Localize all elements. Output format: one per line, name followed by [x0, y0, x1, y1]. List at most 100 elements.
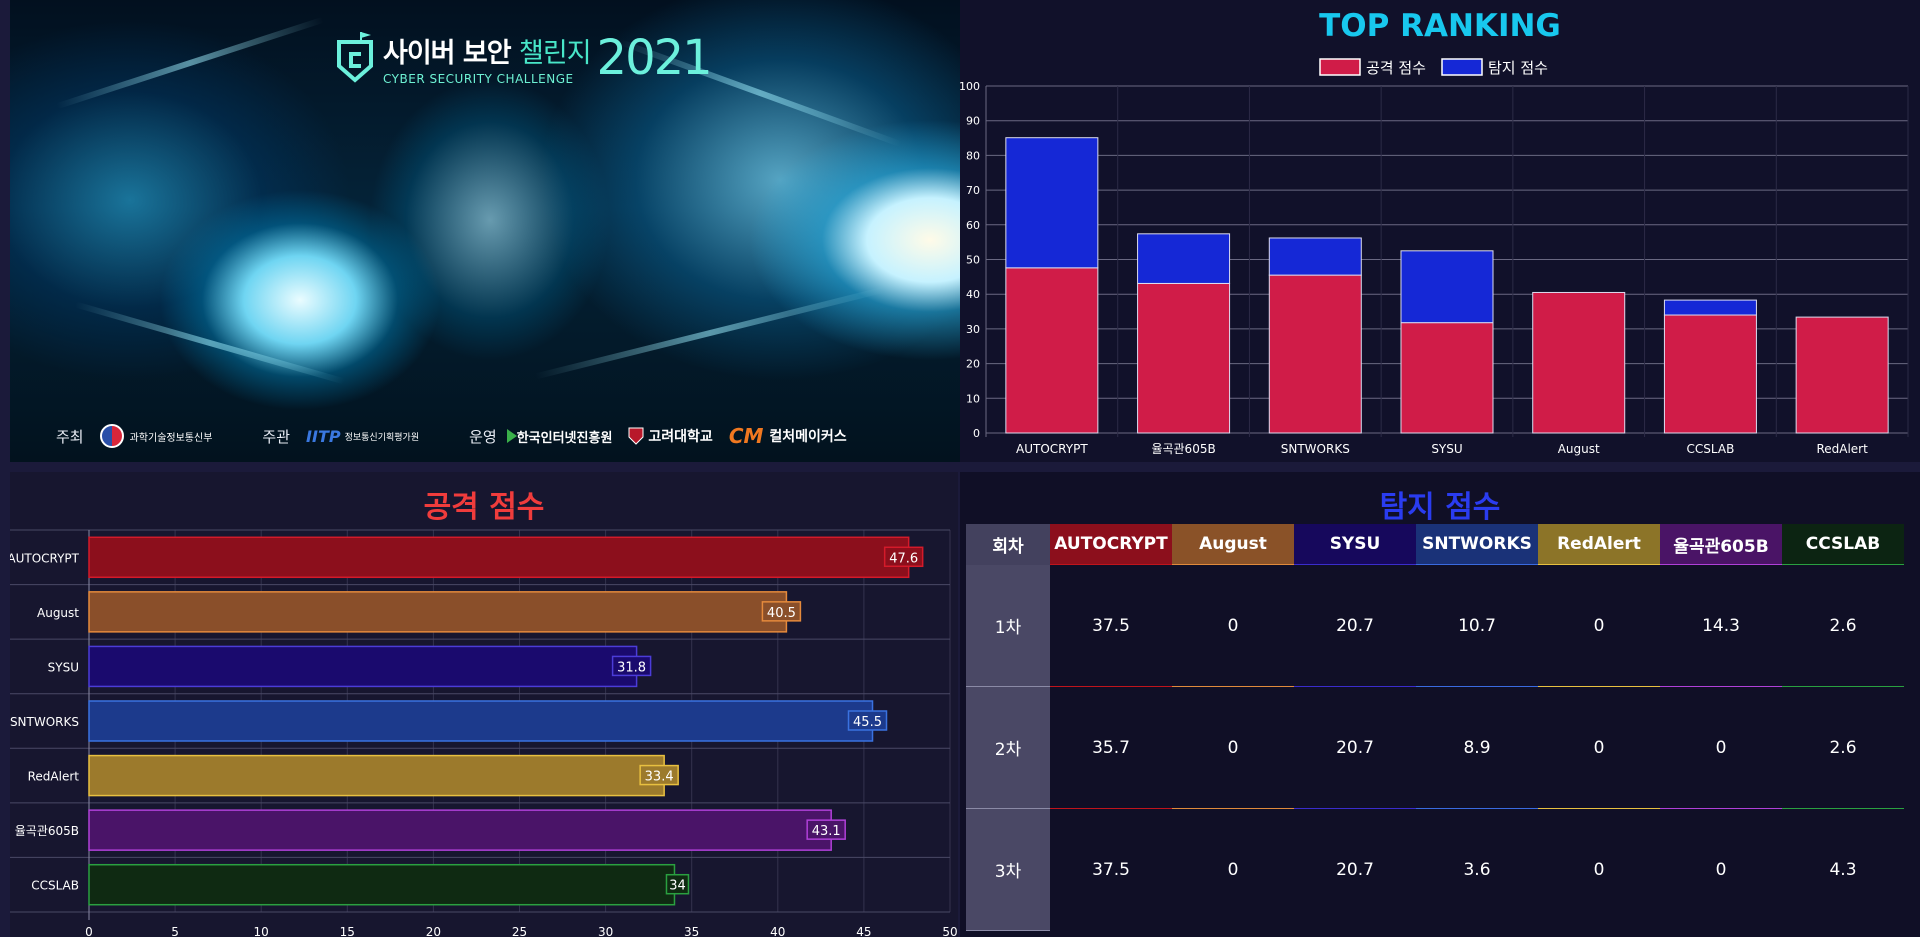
x-tick-label: 50: [942, 925, 957, 937]
score-cell: 20.7: [1294, 808, 1416, 931]
detect-score-bar: [1005, 137, 1099, 269]
column-header-team: SNTWORKS: [1416, 524, 1538, 565]
attack-score-bar: [1795, 316, 1889, 434]
x-tick-label: SNTWORKS: [1281, 442, 1350, 456]
x-tick-label: 0: [85, 925, 93, 937]
round-cell: 3차: [966, 808, 1050, 931]
attack-score-panel: 공격 점수 0 5 10 15 20 25 30 35 40 45 50 47.6 AUTOCRYPT 4…: [10, 472, 958, 937]
score-cell: 0: [1660, 686, 1782, 809]
light-streak: [534, 286, 886, 380]
attack-score-bar: [88, 863, 676, 906]
score-cell: 3.6: [1416, 808, 1538, 931]
y-tick-label: 40: [966, 288, 980, 301]
column-header-team: August: [1172, 524, 1294, 565]
attack-score-bar: [1663, 314, 1757, 434]
y-tick-label: 50: [966, 254, 980, 267]
sponsor-label-operator: 운영: [469, 427, 497, 446]
x-tick-label: 40: [770, 925, 785, 937]
attack-score-bar: [1137, 282, 1231, 434]
x-tick-label: 35: [684, 925, 699, 937]
legend-label: 공격 점수: [1366, 59, 1426, 77]
detect-score-bar: [1400, 250, 1494, 324]
score-cell: 8.9: [1416, 686, 1538, 809]
top-ranking-panel: TOP RANKING 공격 점수 탐지 점수 0 10 20 30 40 50 60 70 80 9…: [960, 0, 1920, 462]
y-tick-label: 100: [960, 80, 980, 93]
score-cell: 2.6: [1782, 686, 1904, 809]
score-cell: 37.5: [1050, 808, 1172, 931]
y-tick-label: 80: [966, 149, 980, 162]
y-tick-label: August: [37, 606, 79, 620]
sponsor-label-organizer: 주관: [262, 427, 291, 446]
x-tick-label: AUTOCRYPT: [1016, 442, 1088, 456]
y-tick-label: RedAlert: [28, 770, 80, 784]
data-label: 34: [669, 879, 686, 894]
light-streak: [74, 301, 346, 385]
attack-score-bar: [88, 700, 874, 742]
x-tick-label: SYSU: [1431, 442, 1462, 456]
sponsor-iitp: IITP 정보통신기획평가원: [306, 427, 419, 446]
attack-score-bar: [88, 809, 832, 851]
data-label: 31.8: [617, 660, 646, 675]
sponsor-label-host: 주최: [56, 427, 84, 446]
sponsor-name: 한국인터넷진흥원: [516, 430, 613, 446]
sponsor-kisa: 한국인터넷진흥원: [505, 427, 613, 446]
sponsor-culture-makers: CM 컬처메이커스: [729, 424, 847, 448]
column-header-round: 회차: [966, 524, 1050, 565]
score-cell: 37.5: [1050, 564, 1172, 687]
y-tick-label: SNTWORKS: [10, 715, 79, 729]
sponsor-korea-univ: 고려대학교: [628, 426, 713, 446]
data-label: 47.6: [889, 551, 918, 566]
column-header-team: AUTOCRYPT: [1050, 524, 1172, 565]
attack-score-bar: [1268, 274, 1362, 434]
event-logo: 사이버 보안 챌린지 CYBER SECURITY CHALLENGE 2021: [335, 30, 713, 86]
event-title: 사이버 보안 챌린지: [383, 31, 592, 70]
y-tick-label: 90: [966, 115, 980, 128]
attack-score-chart: 0 5 10 15 20 25 30 35 40 45 50 47.6 AUTOCRYPT 40.5 Aug…: [10, 529, 958, 937]
event-subtitle: CYBER SECURITY CHALLENGE: [383, 71, 574, 86]
top-ranking-title: TOP RANKING: [1319, 8, 1561, 44]
score-cell: 20.7: [1294, 686, 1416, 809]
korea-emblem-icon: [99, 424, 124, 448]
score-cell: 10.7: [1416, 564, 1538, 687]
score-cell: 35.7: [1050, 686, 1172, 809]
detect-score-panel: 탐지 점수 회차 AUTOCRYPT August SYSU SNTWORKS RedA…: [960, 472, 1920, 937]
attack-score-bar: [1532, 291, 1626, 434]
x-tick-label: CCSLAB: [1687, 442, 1735, 456]
sponsor-name: 컬처메이커스: [769, 429, 847, 445]
round-cell: 1차: [966, 564, 1050, 687]
data-label: 40.5: [767, 606, 796, 621]
score-cell: 0: [1172, 564, 1294, 687]
detect-score-title: 탐지 점수: [1379, 490, 1501, 525]
data-label-box: [639, 764, 679, 786]
x-tick-label: 율곡관605B: [1151, 442, 1215, 456]
score-cell: 0: [1172, 808, 1294, 931]
event-title-main: 사이버 보안: [383, 37, 512, 69]
data-label-box: [665, 873, 690, 895]
data-label-box: [847, 710, 888, 731]
sponsor-bar: 주최 과학기술정보통신부 주관 IITP 정보통신기획평가원 운영 한국인터넷진…: [10, 416, 960, 456]
score-cell: 4.3: [1782, 808, 1904, 931]
score-cell: 2.6: [1782, 564, 1904, 687]
detect-score-bar: [1268, 237, 1362, 276]
attack-score-bar: [88, 754, 665, 797]
table-row: 1차 37.5 0 20.7 10.7 0 14.3 2.6: [966, 564, 1904, 687]
legend-swatch: [1319, 58, 1361, 76]
data-label-box: [883, 546, 924, 568]
hero-banner: 사이버 보안 챌린지 CYBER SECURITY CHALLENGE 2021…: [10, 0, 960, 462]
attack-score-bar: [1400, 322, 1494, 434]
data-label: 33.4: [645, 770, 674, 785]
x-tick-label: 15: [340, 925, 355, 937]
attack-score-title: 공격 점수: [423, 490, 545, 525]
score-cell: 20.7: [1294, 564, 1416, 687]
cm-logo-icon: CM: [728, 424, 764, 448]
light-streak: [55, 16, 325, 110]
y-tick-label: 30: [966, 323, 980, 336]
sponsor-name: 과학기술정보통신부: [129, 432, 213, 444]
event-title-accent: 챌린지: [519, 37, 592, 69]
korea-univ-crest-icon: [628, 427, 644, 445]
y-tick-label: 10: [966, 392, 980, 405]
x-tick-label: 20: [426, 925, 441, 937]
y-tick-label: SYSU: [48, 660, 79, 674]
x-tick-label: August: [1558, 442, 1600, 456]
legend-label: 탐지 점수: [1488, 59, 1548, 77]
